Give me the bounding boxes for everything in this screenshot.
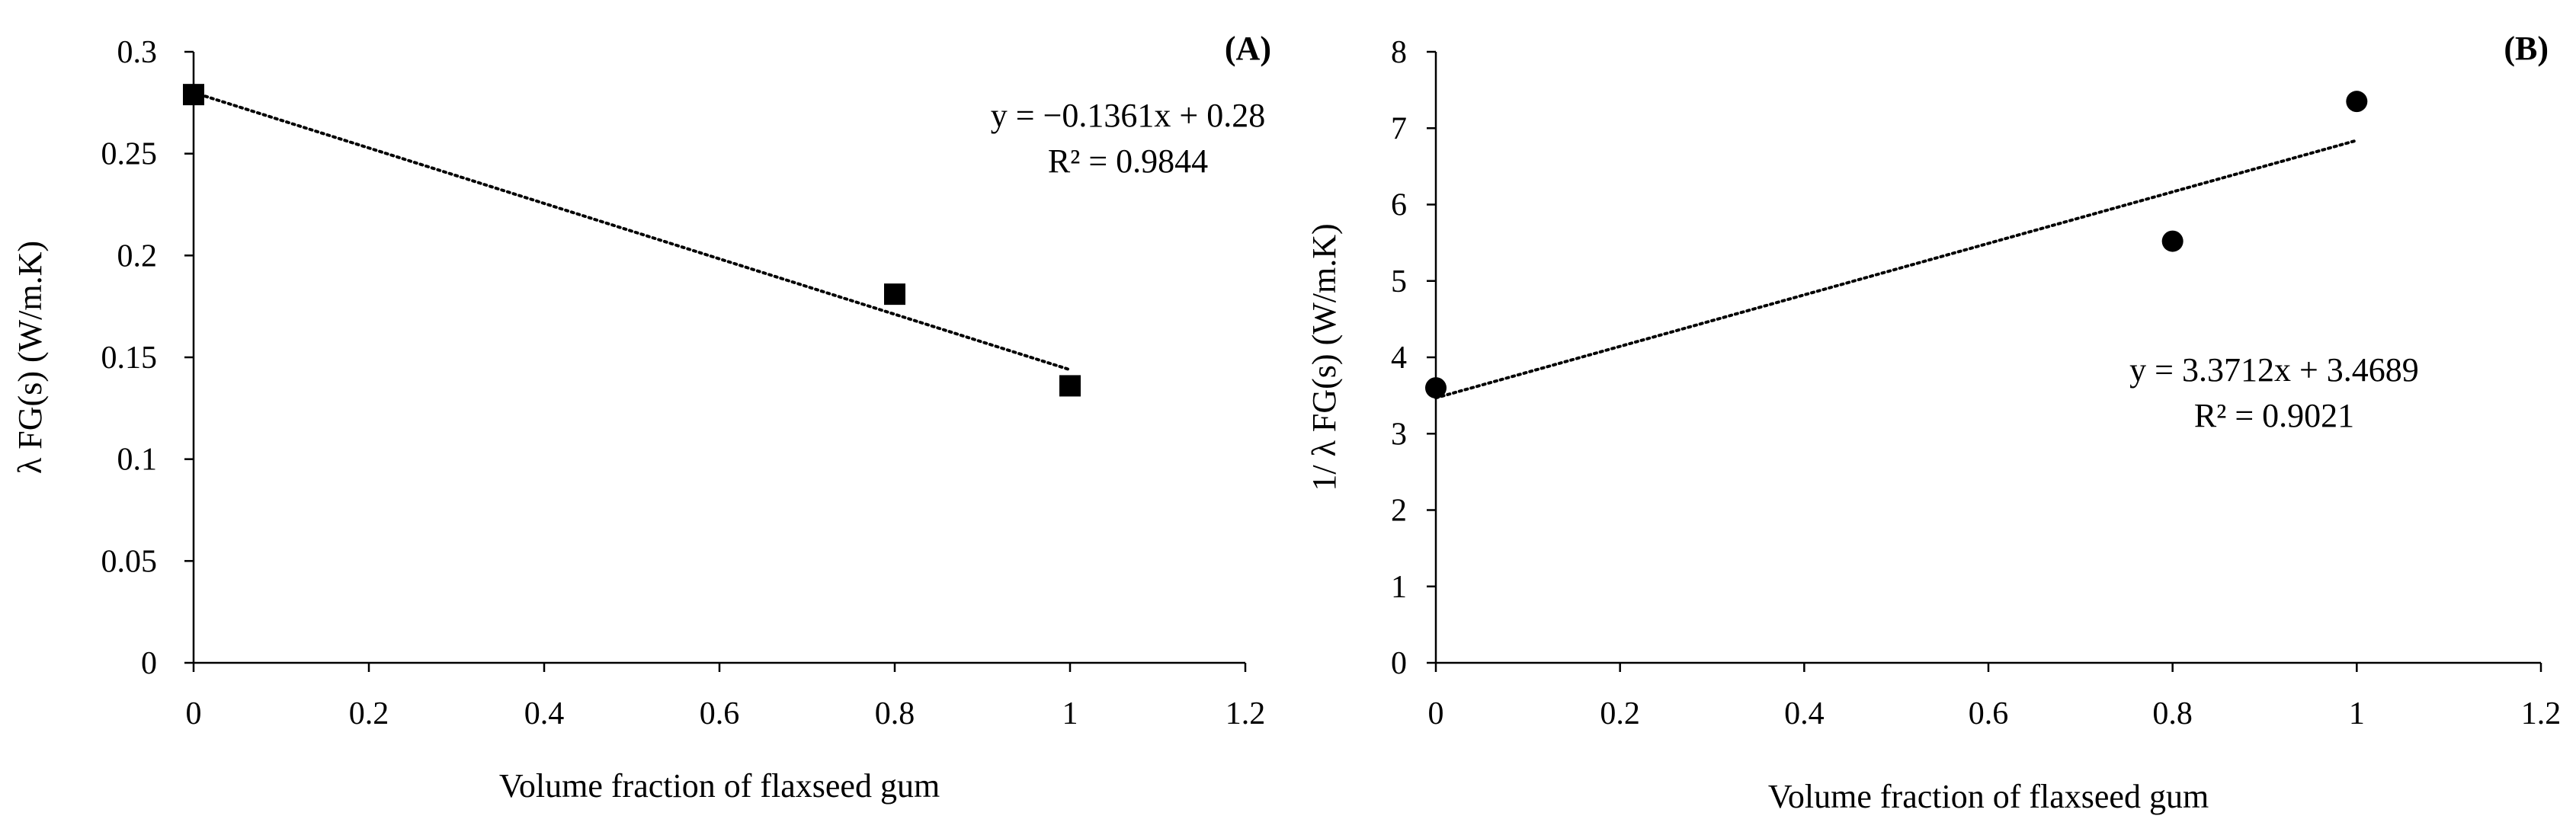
x-tick-label: 0.6 (1969, 696, 2009, 731)
y-tick-label: 4 (1391, 341, 1407, 376)
y-tick-label: 7 (1391, 111, 1407, 146)
y-axis-title: λ FG(s) (W/m.K) (11, 241, 49, 474)
x-axis-title: Volume fraction of flaxseed gum (1768, 778, 2209, 815)
x-axis-title: Volume fraction of flaxseed gum (499, 767, 940, 805)
x-tick-label: 1 (1062, 696, 1078, 731)
y-tick-label: 3 (1391, 417, 1407, 452)
x-tick-label: 0.2 (1600, 696, 1640, 731)
trendline-r-squared: R² = 0.9021 (2194, 397, 2354, 434)
y-tick-label: 0.3 (117, 35, 158, 70)
x-tick-label: 1.2 (1226, 696, 1266, 731)
y-tick-label: 6 (1391, 188, 1407, 223)
y-axis-title: 1/ λ FG(s) (W/m.K) (1306, 223, 1343, 491)
y-tick-label: 0 (141, 646, 157, 681)
data-point-square (884, 283, 905, 306)
data-point-square (1059, 375, 1081, 397)
x-tick-label: 0 (186, 696, 202, 731)
x-tick-label: 0.6 (700, 696, 740, 731)
x-tick-label: 1.2 (2521, 696, 2562, 731)
y-tick-label: 0.2 (117, 238, 158, 274)
y-tick-label: 2 (1391, 494, 1407, 529)
panel-label: (A) (1225, 30, 1271, 67)
y-tick-label: 0 (1391, 646, 1407, 681)
x-tick-label: 0.4 (524, 696, 565, 731)
chart-panel-a: 0 0.05 0.1 0.15 0.2 0.25 0.3 0 0.2 0.4 0.6 0.8 1 1.2 V… (11, 30, 1271, 805)
x-tick-label: 1 (2349, 696, 2365, 731)
x-tick-label: 0.4 (1784, 696, 1825, 731)
x-tick-label: 0.2 (349, 696, 389, 731)
data-point-square (183, 84, 204, 106)
y-tick-label: 0.05 (101, 544, 158, 579)
y-tick-label: 1 (1391, 570, 1407, 605)
y-tick-label: 0.15 (101, 341, 158, 376)
data-point-circle (2161, 230, 2184, 252)
data-point-circle (2346, 91, 2368, 113)
chart-panel-b: 0 1 2 3 4 5 6 7 8 0 0.2 0.4 0.6 0.8 1 1.2 Volume fractio… (1306, 30, 2561, 815)
y-tick-label: 8 (1391, 35, 1407, 70)
x-tick-label: 0.8 (2152, 696, 2193, 731)
trendline-r-squared: R² = 0.9844 (1048, 142, 1208, 180)
data-point-circle (1425, 377, 1447, 399)
x-tick-label: 0 (1428, 696, 1444, 731)
trendline-equation: y = 3.3712x + 3.4689 (2129, 351, 2419, 389)
y-tick-label: 0.25 (101, 137, 158, 172)
trendline (1434, 139, 2359, 400)
x-tick-label: 0.8 (875, 696, 915, 731)
trendline-equation: y = −0.1361x + 0.28 (991, 97, 1265, 134)
y-tick-label: 5 (1391, 264, 1407, 299)
panel-label: (B) (2504, 30, 2549, 67)
trendline (192, 91, 1072, 372)
y-tick-label: 0.1 (117, 443, 158, 478)
